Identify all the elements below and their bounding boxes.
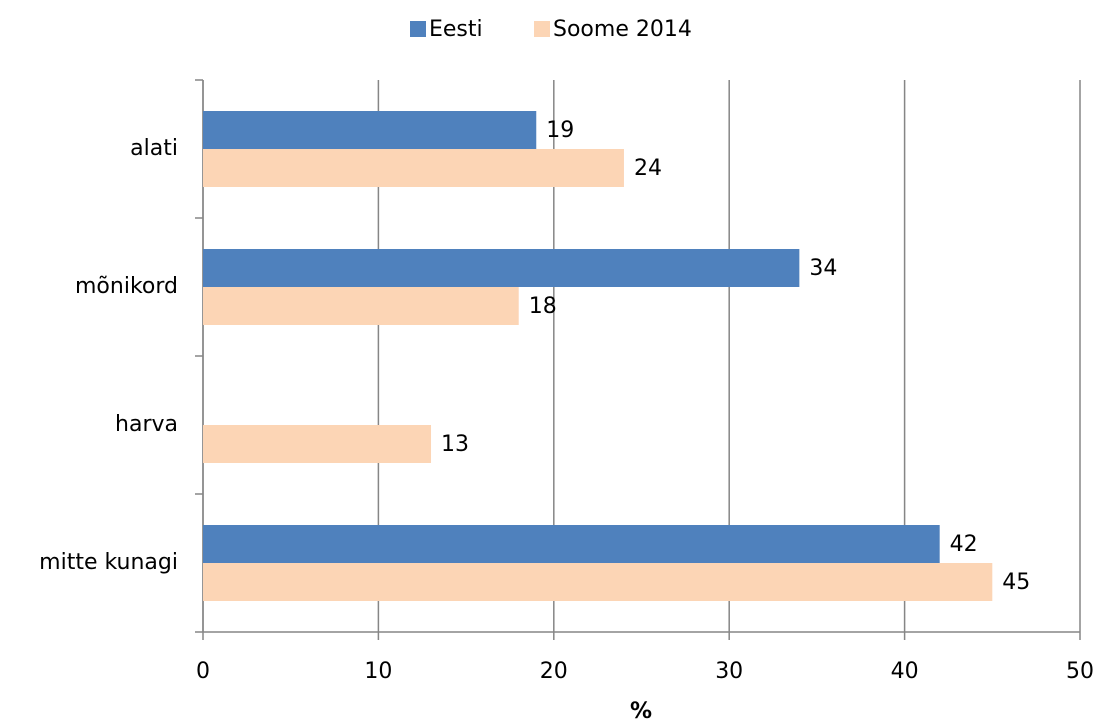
bar	[203, 525, 940, 563]
x-tick-label: 30	[715, 659, 743, 684]
x-tick-label: 0	[196, 659, 210, 684]
bar	[203, 425, 432, 463]
value-label: 18	[529, 294, 557, 319]
value-label: 13	[441, 432, 469, 457]
x-tick-label: 50	[1066, 659, 1094, 684]
legend-swatch	[410, 21, 426, 37]
bar	[203, 287, 519, 325]
value-label: 34	[809, 256, 837, 281]
y-tick-label: harva	[115, 412, 178, 437]
bar	[203, 249, 800, 287]
legend-label: Soome 2014	[553, 17, 692, 42]
value-label: 45	[1002, 570, 1030, 595]
legend-label: Eesti	[429, 17, 483, 42]
x-tick-label: 10	[364, 659, 392, 684]
bar	[203, 563, 993, 601]
value-label: 42	[950, 532, 978, 557]
bar	[203, 111, 537, 149]
y-tick-label: mitte kunagi	[39, 550, 178, 575]
x-tick-label: 20	[540, 659, 568, 684]
x-tick-label: 40	[891, 659, 919, 684]
x-axis-label: %	[630, 699, 652, 720]
y-tick-label: mõnikord	[75, 274, 178, 299]
y-tick-label: alati	[130, 136, 178, 161]
value-label: 19	[546, 118, 574, 143]
legend-swatch	[534, 21, 550, 37]
value-label: 24	[634, 156, 662, 181]
bar	[203, 149, 624, 187]
